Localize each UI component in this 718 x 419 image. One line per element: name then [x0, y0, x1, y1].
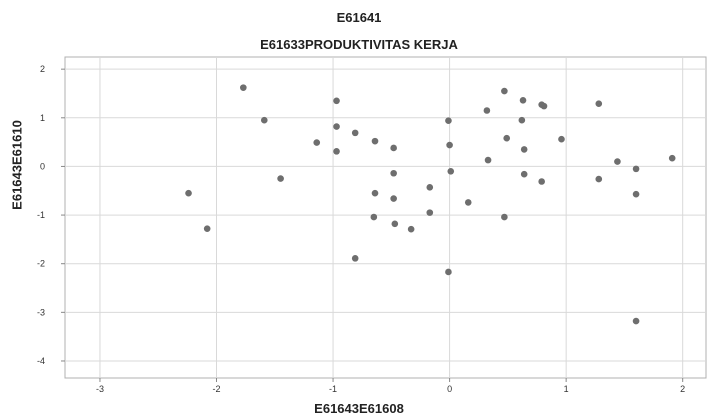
data-point — [558, 135, 565, 143]
y-tick-label: 1 — [40, 113, 45, 123]
data-point — [520, 146, 528, 153]
data-point — [370, 213, 378, 221]
data-point — [391, 220, 399, 228]
data-point — [185, 189, 192, 197]
data-point — [518, 116, 526, 124]
data-point — [277, 175, 284, 182]
x-tick-label: -1 — [329, 384, 337, 394]
data-point — [540, 102, 548, 110]
data-point — [390, 144, 397, 152]
data-point — [501, 213, 508, 221]
x-tick-label: 1 — [564, 384, 569, 394]
data-point — [240, 84, 247, 91]
data-point — [426, 209, 434, 216]
data-point — [595, 175, 603, 183]
data-point — [445, 117, 452, 125]
data-point — [446, 141, 453, 149]
data-point — [371, 137, 379, 145]
data-point — [464, 199, 472, 206]
data-point — [632, 165, 640, 173]
y-tick-label: -1 — [37, 210, 45, 220]
data-point — [407, 225, 415, 233]
data-point — [483, 107, 491, 114]
data-point — [632, 190, 640, 198]
x-axis-label: E61643E61608 — [314, 401, 404, 416]
x-tick-label: -2 — [213, 384, 221, 394]
plot-area — [64, 56, 707, 379]
data-point — [260, 116, 268, 124]
data-point — [614, 158, 621, 165]
data-point — [595, 100, 603, 107]
y-tick-label: 0 — [40, 161, 45, 171]
data-point — [484, 156, 492, 164]
data-point — [501, 87, 508, 95]
data-point — [632, 317, 640, 325]
data-point — [538, 178, 545, 185]
data-point — [426, 184, 434, 191]
y-tick-label: -2 — [37, 259, 45, 269]
data-point — [519, 96, 527, 104]
data-point — [390, 169, 397, 177]
data-point — [445, 268, 452, 276]
data-point — [351, 255, 359, 262]
data-point — [390, 195, 397, 202]
data-point — [447, 167, 455, 175]
y-tick-label: 2 — [40, 64, 45, 74]
x-tick-label: -3 — [96, 384, 104, 394]
data-point — [371, 189, 379, 197]
data-point — [333, 97, 340, 105]
data-point — [668, 154, 676, 162]
data-point — [503, 134, 511, 142]
chart-subtitle: E61633PRODUKTIVITAS KERJA — [260, 37, 458, 52]
y-tick-label: -3 — [37, 307, 45, 317]
data-point — [520, 170, 528, 178]
x-tick-label: 2 — [680, 384, 685, 394]
y-axis-label: E61643E61610 — [9, 120, 25, 210]
data-point — [351, 129, 359, 137]
y-tick-label: -4 — [37, 356, 45, 366]
x-tick-label: 0 — [447, 384, 452, 394]
data-point — [203, 225, 211, 232]
data-point — [333, 123, 340, 130]
data-point — [313, 139, 321, 146]
chart-title: E61641 — [336, 10, 382, 25]
data-point — [333, 148, 340, 155]
